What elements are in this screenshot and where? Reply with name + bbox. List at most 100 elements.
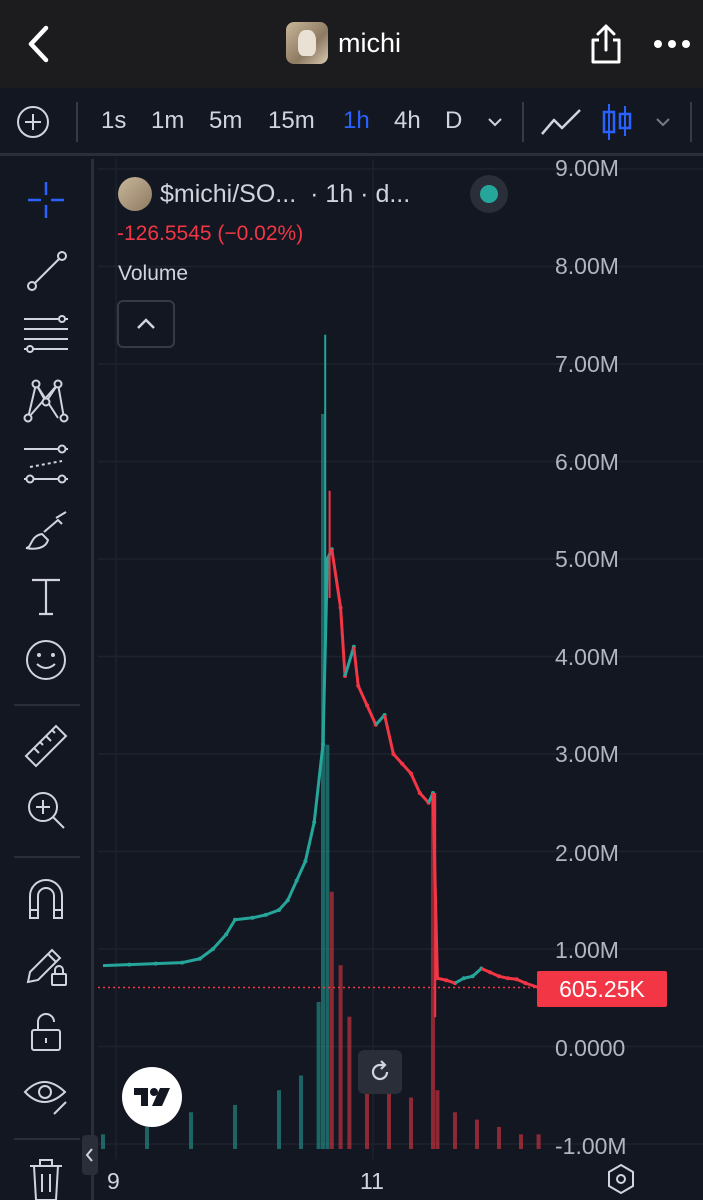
settings-hexagon-icon: [608, 1163, 634, 1195]
interval-15m[interactable]: 15m: [268, 107, 315, 134]
interval-d[interactable]: D: [445, 107, 463, 134]
y-tick-label: 1.00M: [555, 937, 619, 963]
volume-bar: [316, 1002, 321, 1149]
volume-bar: [101, 1134, 105, 1149]
price-segment: [401, 762, 413, 775]
price-segment: [383, 714, 395, 755]
y-tick-label: 7.00M: [555, 351, 619, 377]
chevron-down-icon[interactable]: [485, 112, 505, 132]
chart-toolbar: 1s 1m 5m 15m 1h 4h D: [0, 88, 703, 156]
volume-bar: [325, 744, 330, 1149]
magnet-icon: [29, 879, 63, 919]
volume-bar: [233, 1104, 237, 1149]
tool-divider: [14, 1138, 80, 1140]
lock-drawing-icon: [26, 948, 67, 986]
reset-chart-button[interactable]: [358, 1050, 402, 1094]
volume-bar: [277, 1090, 281, 1149]
tool-pattern[interactable]: [20, 374, 72, 426]
price-segment: [339, 607, 347, 677]
interval-5m[interactable]: 5m: [209, 107, 243, 134]
volume-bar: [409, 1097, 413, 1149]
tool-visibility[interactable]: [20, 1068, 72, 1120]
trash-icon: [30, 1159, 62, 1200]
brush-icon: [25, 511, 67, 550]
price-change: -126.5545 (−0.02%): [117, 222, 304, 245]
chevron-down-icon[interactable]: [653, 112, 673, 132]
add-indicator-button[interactable]: [16, 105, 50, 139]
y-tick-label: -1.00M: [555, 1133, 627, 1159]
price-segment: [392, 752, 404, 765]
tool-unlock[interactable]: [20, 1006, 72, 1058]
y-tick-label: 4.00M: [555, 644, 619, 670]
tool-divider: [14, 856, 80, 858]
line-chart-icon[interactable]: [540, 106, 582, 138]
fib-lines-icon: [24, 315, 68, 353]
emoji-icon: [26, 640, 66, 680]
interval-4h[interactable]: 4h: [394, 107, 421, 134]
tool-trash[interactable]: [20, 1152, 72, 1200]
price-segment: [102, 963, 130, 968]
chart-legend[interactable]: $michi/SO... · 1h · d...: [118, 175, 410, 213]
x-tick-label: 9: [107, 1168, 120, 1194]
market-status-indicator[interactable]: [470, 175, 508, 213]
volume-bar: [299, 1075, 303, 1149]
x-tick-label: 11: [360, 1168, 384, 1194]
symbol-name: $michi/SO...: [160, 179, 297, 208]
interval-1s[interactable]: 1s: [101, 107, 127, 134]
y-tick-label: 9.00M: [555, 155, 619, 181]
volume-bar: [365, 1060, 369, 1149]
volume-bar: [338, 965, 343, 1149]
volume-label: Volume: [118, 262, 189, 285]
volume-bar: [475, 1119, 479, 1149]
share-button[interactable]: [586, 22, 626, 66]
price-segment: [224, 918, 237, 936]
y-tick-label: 2.00M: [555, 840, 619, 866]
tool-ruler[interactable]: [20, 720, 72, 772]
prediction-icon: [24, 444, 68, 484]
interval-1h[interactable]: 1h: [343, 107, 370, 134]
tool-crosshair[interactable]: [20, 174, 72, 226]
tool-emoji[interactable]: [20, 634, 72, 686]
share-icon: [591, 24, 621, 64]
volume-bar: [387, 1082, 391, 1149]
tool-zoom-in[interactable]: [20, 784, 72, 836]
toolbar-divider: [76, 102, 78, 142]
tool-trend-line[interactable]: [20, 244, 72, 296]
volume-bar: [497, 1126, 501, 1149]
legend-collapse-button[interactable]: [117, 300, 175, 348]
candles-icon[interactable]: [600, 102, 634, 142]
tool-lock-drawing[interactable]: [20, 938, 72, 990]
tool-text[interactable]: [20, 570, 72, 622]
back-button[interactable]: [22, 22, 56, 66]
price-segment: [409, 772, 422, 794]
rotate-icon: [371, 1060, 389, 1081]
tool-prediction[interactable]: [20, 439, 72, 491]
volume-bar: [329, 891, 334, 1149]
unlock-icon: [31, 1013, 61, 1051]
volume-bar: [189, 1112, 193, 1149]
price-segment: [356, 685, 369, 706]
pattern-icon: [23, 379, 69, 423]
zoom-in-icon: [28, 792, 65, 829]
toolbar-collapse-handle[interactable]: [82, 1135, 98, 1175]
tool-magnet[interactable]: [20, 874, 72, 926]
price-segment: [198, 947, 214, 960]
tool-fib[interactable]: [20, 309, 72, 361]
page-title: michi: [338, 27, 402, 58]
price-chart[interactable]: [98, 159, 703, 1200]
interval-1m[interactable]: 1m: [151, 107, 185, 134]
volume-bar: [453, 1112, 457, 1149]
price-segment: [129, 962, 156, 967]
plus-circle-icon: [17, 106, 49, 138]
chart-settings-button[interactable]: [604, 1162, 638, 1196]
price-segment: [265, 908, 280, 917]
chart-canvas: [98, 159, 703, 1159]
price-segment: [374, 713, 386, 726]
tradingview-logo[interactable]: [122, 1067, 182, 1127]
volume-bar: [321, 414, 325, 1149]
tool-brush[interactable]: [20, 506, 72, 558]
price-segment: [181, 957, 201, 965]
text-icon: [32, 578, 60, 616]
more-button[interactable]: [650, 24, 694, 64]
token-avatar: [286, 22, 328, 64]
